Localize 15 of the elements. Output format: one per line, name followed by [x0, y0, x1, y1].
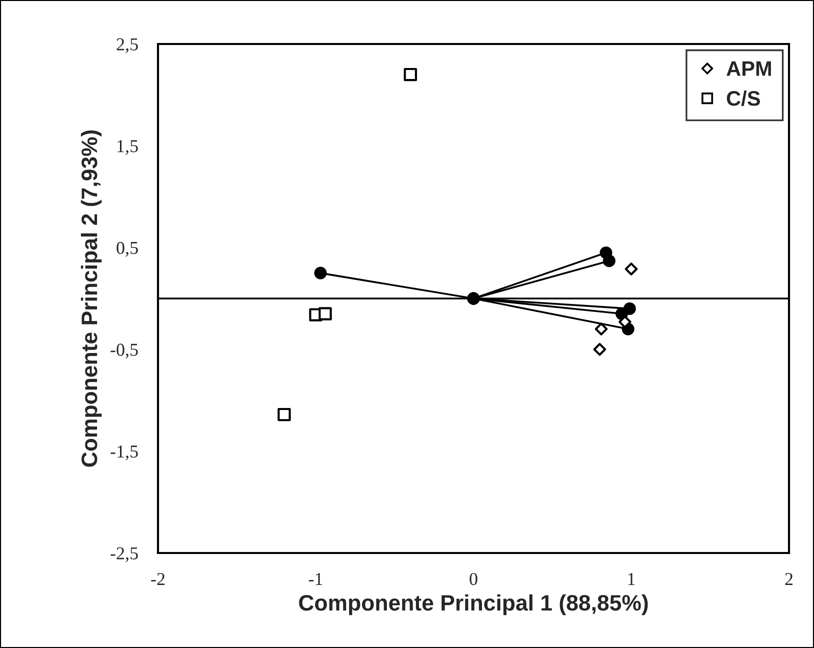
x-axis-title: Componente Principal 1 (88,85%) [299, 594, 648, 616]
y-tick-label: -1,5 [110, 446, 138, 460]
x-tick-label: 1 [628, 573, 635, 585]
legend-label: APM [726, 61, 771, 76]
y-tick-label: 0,5 [116, 242, 138, 257]
x-tick-label: -2 [151, 573, 165, 585]
y-tick-label: 2,5 [116, 38, 138, 54]
x-tick-label: 0 [470, 572, 478, 586]
x-tick-label: -1 [308, 573, 322, 585]
x-tick-label: 2 [785, 573, 793, 585]
y-tick-label: -2,5 [110, 547, 138, 562]
legend-label: C/S [726, 90, 760, 106]
y-tick-label: 1,5 [118, 140, 138, 155]
y-tick-label: -0,5 [110, 344, 138, 358]
y-axis-title: Componente Principal 2 (7,93%) [80, 130, 102, 467]
